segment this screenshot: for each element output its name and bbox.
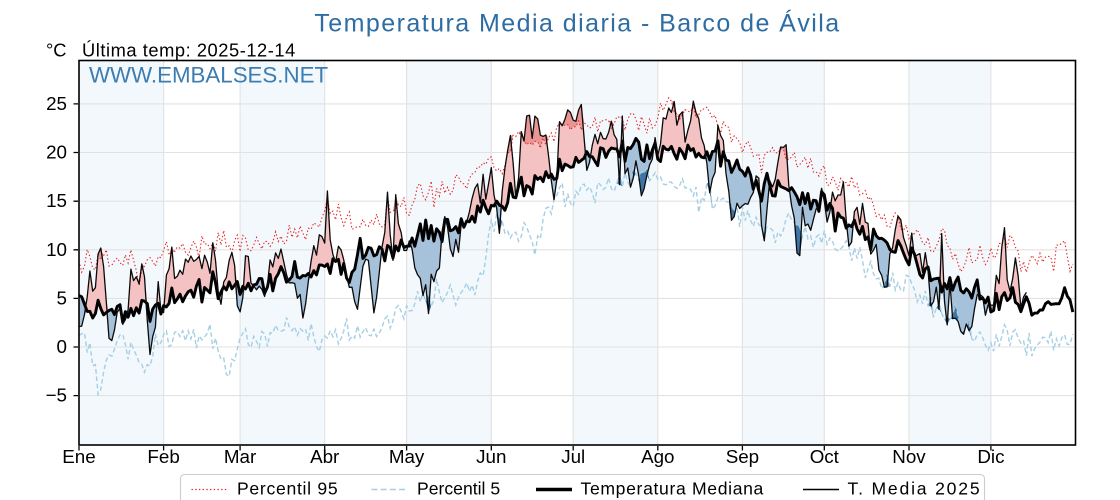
- svg-text:Percentil 5: Percentil 5: [417, 479, 500, 499]
- svg-text:Jun: Jun: [476, 446, 506, 467]
- svg-text:WWW.EMBALSES.NET: WWW.EMBALSES.NET: [89, 63, 328, 88]
- svg-text:Sep: Sep: [726, 446, 759, 467]
- svg-text:20: 20: [46, 142, 67, 163]
- svg-text:Abr: Abr: [310, 446, 339, 467]
- svg-text:May: May: [389, 446, 425, 467]
- svg-text:Mar: Mar: [224, 446, 256, 467]
- svg-text:10: 10: [46, 239, 67, 260]
- svg-text:Ene: Ene: [62, 446, 95, 467]
- svg-text:Dic: Dic: [977, 446, 1004, 467]
- svg-text:0: 0: [57, 336, 67, 357]
- svg-text:15: 15: [46, 190, 67, 211]
- svg-text:Ago: Ago: [641, 446, 674, 467]
- svg-text:−5: −5: [46, 385, 67, 406]
- svg-text:Temperatura Media diaria - Bar: Temperatura Media diaria - Barco de Ávil…: [314, 9, 840, 38]
- svg-text:Feb: Feb: [147, 446, 179, 467]
- svg-text:5: 5: [57, 287, 67, 308]
- svg-text:Percentil 95: Percentil 95: [237, 479, 338, 499]
- svg-text:°C: °C: [46, 40, 67, 61]
- svg-text:Oct: Oct: [810, 446, 840, 467]
- svg-text:T. Media 2025: T. Media 2025: [848, 479, 982, 499]
- svg-text:Última temp: 2025-12-14: Última temp: 2025-12-14: [82, 40, 296, 61]
- svg-text:Temperatura Mediana: Temperatura Mediana: [581, 479, 765, 499]
- svg-text:25: 25: [46, 93, 67, 114]
- svg-text:Nov: Nov: [892, 446, 926, 467]
- svg-text:Jul: Jul: [561, 446, 585, 467]
